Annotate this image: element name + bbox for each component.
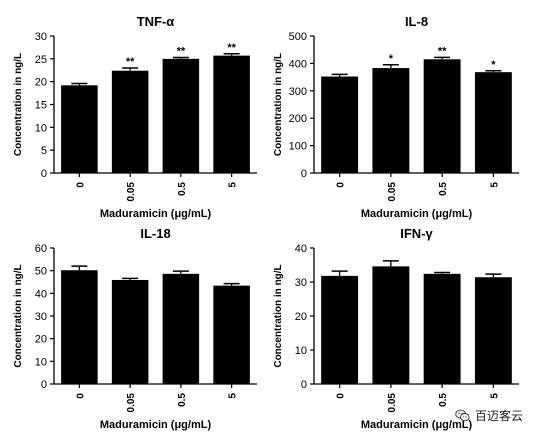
x-tick-label: 0: [336, 182, 347, 188]
bar: [162, 58, 200, 174]
bar: [213, 55, 250, 173]
x-tick-label: 0: [75, 393, 86, 399]
bar: [321, 76, 359, 173]
x-tick-label: 0.5: [177, 182, 188, 196]
y-tick-label: 100: [289, 141, 307, 153]
y-tick-label: 300: [289, 86, 307, 98]
y-tick-label: 0: [41, 379, 47, 391]
y-tick-label: 0: [41, 168, 47, 180]
y-tick-label: 10: [35, 356, 47, 368]
x-axis-title: Maduramicin (μg/mL): [100, 419, 212, 431]
significance-marker: **: [126, 56, 135, 68]
bar: [61, 270, 98, 384]
y-tick-label: 50: [35, 266, 47, 278]
y-tick-label: 40: [295, 243, 307, 255]
significance-marker: *: [491, 59, 496, 71]
significance-marker: **: [438, 45, 447, 57]
y-tick-label: 10: [295, 345, 307, 357]
y-tick-label: 400: [289, 58, 307, 70]
x-axis-title: Maduramicin (μg/mL): [361, 419, 473, 431]
y-tick-label: 40: [35, 288, 47, 300]
x-tick-label: 0.5: [177, 393, 188, 407]
bar: [423, 59, 461, 173]
watermark: 百迈客云: [455, 407, 523, 424]
x-tick-label: 0: [75, 182, 86, 188]
y-tick-label: 10: [35, 122, 47, 134]
bar: [372, 266, 410, 384]
watermark-text: 百迈客云: [475, 409, 524, 423]
bar: [474, 72, 512, 173]
x-tick-label: 5: [489, 182, 500, 188]
y-tick-label: 15: [35, 100, 47, 112]
bar: [111, 70, 149, 173]
x-tick-label: 0: [336, 393, 347, 399]
chart-title: IL-18: [140, 226, 170, 241]
significance-marker: *: [389, 53, 394, 65]
y-tick-label: 5: [41, 145, 47, 157]
bar: [321, 275, 359, 384]
x-tick-label: 0.5: [438, 393, 449, 407]
y-axis-title: Concentration in ng/L: [13, 53, 24, 156]
y-tick-label: 500: [289, 31, 307, 43]
y-axis-title: Concentration in ng/L: [273, 53, 284, 156]
bar: [162, 273, 200, 384]
y-tick-label: 30: [35, 31, 47, 43]
x-tick-label: 5: [489, 393, 500, 399]
y-tick-label: 0: [301, 168, 307, 180]
bar: [423, 273, 461, 384]
y-tick-label: 20: [35, 77, 47, 89]
y-tick-label: 30: [295, 277, 307, 289]
y-tick-label: 200: [289, 113, 307, 125]
y-tick-label: 25: [35, 54, 47, 66]
chart-title: TNF-α: [137, 14, 175, 29]
x-tick-label: 0.05: [126, 393, 137, 413]
y-tick-label: 30: [35, 311, 47, 323]
chart-title: IFN-γ: [400, 226, 433, 241]
y-tick-label: 20: [295, 311, 307, 323]
x-tick-label: 0.05: [387, 182, 398, 202]
bar: [61, 85, 98, 173]
x-tick-label: 5: [228, 182, 239, 188]
x-axis-title: Maduramicin (μg/mL): [100, 208, 212, 220]
bar: [213, 285, 250, 384]
bar: [111, 279, 149, 384]
y-tick-label: 20: [35, 334, 47, 346]
y-axis-title: Concentration in ng/L: [273, 264, 284, 367]
x-axis-title: Maduramicin (μg/mL): [361, 208, 473, 220]
y-axis-title: Concentration in ng/L: [13, 264, 24, 367]
wechat-icon: [455, 409, 470, 422]
x-tick-label: 0.05: [387, 393, 398, 413]
x-tick-label: 5: [228, 393, 239, 399]
x-tick-label: 0.5: [438, 182, 449, 196]
bar: [372, 68, 410, 173]
x-tick-label: 0.05: [126, 182, 137, 202]
significance-marker: **: [227, 42, 236, 54]
y-tick-label: 60: [35, 243, 47, 255]
chart-title: IL-8: [405, 14, 428, 29]
bar: [474, 277, 512, 384]
y-tick-label: 0: [301, 379, 307, 391]
significance-marker: **: [177, 45, 186, 57]
